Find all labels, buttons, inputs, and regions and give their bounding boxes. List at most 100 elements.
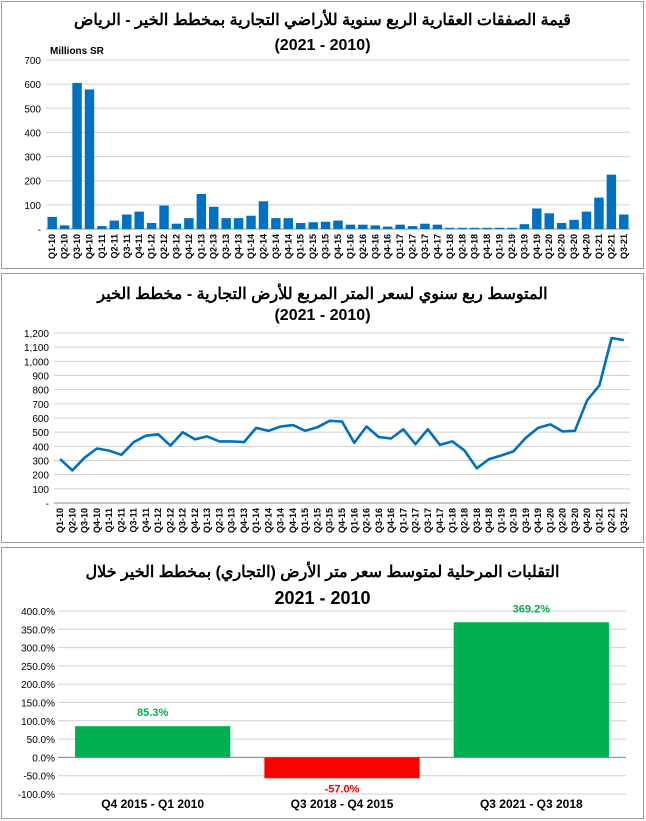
chart1-x-tick: Q2-20 [557, 234, 567, 259]
chart1-x-tick: Q2-21 [606, 234, 616, 259]
chart1-bar [395, 224, 405, 229]
chart1-x-tick: Q2-14 [258, 234, 268, 259]
chart2-y-tick: 100 [32, 485, 49, 496]
chart2-x-tick: Q3-14 [276, 508, 286, 533]
chart1-y-tick: 700 [24, 56, 41, 67]
chart2-x-tick: Q2-19 [509, 508, 519, 533]
chart1-bar [469, 227, 480, 229]
chart1-bar [345, 224, 356, 229]
chart2-x-tick: Q1-10 [55, 508, 65, 533]
chart1-bar [246, 215, 256, 229]
chart1-bar [122, 214, 132, 229]
chart1-x-tick: Q4-15 [333, 234, 343, 259]
chart3-x-tick: Q3 2021 - Q3 2018 [480, 797, 583, 811]
chart1-y-tick: 600 [24, 80, 41, 91]
chart1-bar [209, 206, 219, 229]
chart1-x-tick: Q2-15 [308, 234, 318, 259]
chart1-x-tick: Q1-14 [246, 234, 256, 259]
chart2-y-tick: 200 [32, 471, 49, 482]
chart1-x-tick: Q3-16 [370, 234, 380, 259]
chart1-x-tick: Q2-16 [358, 234, 368, 259]
chart2-x-tick: Q1-11 [104, 508, 114, 533]
chart1-x-tick: Q3-10 [72, 234, 82, 259]
chart1-bar [109, 220, 120, 229]
chart1-x-tick: Q1-11 [97, 234, 107, 259]
chart1-bar [196, 193, 207, 229]
chart1-bar [84, 89, 95, 229]
chart1-bar [134, 211, 144, 229]
chart3-title: التقلبات المرحلية لمتوسط سعر متر الأرض (… [85, 564, 560, 581]
chart1-x-tick: Q3-15 [321, 234, 331, 259]
chart2-x-tick: Q4-19 [533, 508, 543, 533]
chart1-x-tick: Q2-10 [60, 234, 70, 259]
chart2-y-tick: 800 [32, 386, 49, 397]
chart1-x-tick: Q2-13 [209, 234, 219, 259]
chart2-x-tick: Q4-14 [288, 508, 298, 533]
chart1-bar [258, 201, 269, 229]
chart2-title: المتوسط ربع سنوي لسعر المتر المربع للأرض… [97, 286, 548, 303]
chart1-bar [283, 218, 294, 229]
change-bar-chart: -100.0% -50.0% 0.0% 50.0% 100.0% 150.0% 200.0%… [18, 603, 626, 811]
chart1-bar [146, 222, 157, 229]
chart1-bar [333, 220, 343, 229]
chart1-bar [594, 197, 604, 229]
chart2-x-tick: Q3-21 [619, 508, 629, 533]
chart1-bar [420, 223, 430, 229]
chart1-bar [296, 222, 306, 229]
chart2-x-tick: Q4-13 [239, 508, 249, 533]
chart2-x-tick: Q2-10 [67, 508, 77, 533]
chart2-x-tick: Q1-21 [594, 508, 604, 533]
chart1-bar [494, 227, 505, 229]
chart2-x-tick: Q1-14 [251, 508, 261, 533]
chart2-x-tick: Q1-19 [496, 508, 506, 533]
chart1-x-tick: Q4-12 [184, 234, 194, 259]
chart1-x-tick: Q3-20 [569, 234, 579, 259]
chart1-x-tick: Q2-12 [159, 234, 169, 259]
chart1-y-tick: 300 [24, 153, 41, 164]
chart2-y-tick: 500 [32, 428, 49, 439]
chart1-bar [47, 216, 57, 229]
chart2-x-tick: Q2-20 [558, 508, 568, 533]
chart1-x-tick: Q4-18 [482, 234, 492, 259]
chart1-x-tick: Q4-17 [432, 234, 442, 259]
chart1-bar [581, 211, 592, 229]
chart2-x-tick: Q1-13 [202, 508, 212, 533]
chart1-x-tick: Q3-11 [122, 234, 132, 259]
chart1-x-tick: Q1-15 [296, 234, 306, 259]
chart1-y-tick: 500 [24, 104, 41, 115]
chart1-bar [233, 218, 244, 229]
chart1-bar [619, 214, 629, 229]
chart3-bar [453, 622, 609, 758]
price-chart-panel: المتوسط ربع سنوي لسعر المتر المربع للأرض… [1, 273, 644, 543]
chart1-bar [569, 219, 579, 229]
chart1-x-tick: Q1-16 [345, 234, 355, 259]
chart1-y-tick: 200 [24, 177, 41, 188]
chart1-bar [445, 227, 455, 229]
chart1-bar [358, 224, 368, 229]
chart2-x-tick: Q3-12 [178, 508, 188, 533]
chart1-y-tick: 100 [24, 201, 41, 212]
chart2-x-tick: Q3-20 [570, 508, 580, 533]
chart2-series-line [59, 336, 625, 472]
chart1-bar [97, 226, 107, 229]
chart3-y-tick: -50.0% [23, 772, 55, 783]
chart2-x-tick: Q2-11 [116, 508, 126, 533]
chart2-x-tick: Q4-20 [582, 508, 592, 533]
chart1-x-tick: Q4-19 [532, 234, 542, 259]
chart1-bar [320, 221, 331, 229]
chart1-bar [507, 227, 517, 229]
chart2-x-tick: Q3-19 [521, 508, 531, 533]
chart1-title: قيمة الصفقات العقارية الربع سنوية للأراض… [74, 12, 571, 29]
chart1-bar [482, 227, 492, 229]
chart2-subtitle: (2021 - 2010) [274, 307, 371, 324]
chart2-y-tick: 400 [32, 442, 49, 453]
chart2-x-tick: Q1-20 [545, 508, 555, 533]
chart2-x-tick: Q3-18 [472, 508, 482, 533]
chart2-x-tick: Q1-12 [153, 508, 163, 533]
chart1-x-tick: Q1-21 [594, 234, 604, 259]
chart1-x-tick: Q1-18 [445, 234, 455, 259]
chart2-x-tick: Q4-16 [386, 508, 396, 533]
chart2-y-tick: - [46, 499, 49, 510]
chart1-x-tick: Q1-13 [196, 234, 206, 259]
